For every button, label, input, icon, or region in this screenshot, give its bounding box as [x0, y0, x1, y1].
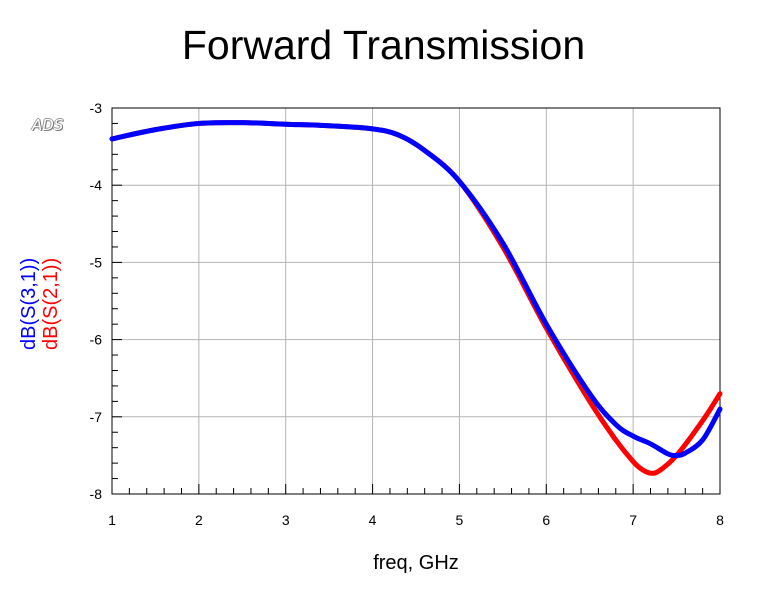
x-tick-label: 8	[716, 512, 724, 528]
x-tick-label: 5	[456, 512, 464, 528]
chart-title: Forward Transmission	[181, 22, 586, 68]
y-tick-label: -3	[90, 100, 103, 116]
x-tick-label: 7	[629, 512, 637, 528]
y-tick-label: -6	[90, 332, 103, 348]
y-tick-label: -7	[90, 409, 103, 425]
x-tick-label: 3	[282, 512, 290, 528]
y-tick-label: -8	[90, 486, 103, 502]
x-tick-label: 6	[542, 512, 550, 528]
plot-frame	[111, 107, 721, 495]
x-tick-label: 2	[195, 512, 203, 528]
series-line-s21	[109, 120, 723, 476]
x-tick-label: 4	[369, 512, 377, 528]
ads-logo: ADS	[32, 116, 64, 134]
series-line-s31	[109, 120, 723, 458]
y-tick-label: -5	[90, 254, 103, 270]
x-tick-label: 1	[108, 512, 116, 528]
x-axis-label: freq, GHz	[373, 552, 459, 574]
y-tick-label: -4	[90, 177, 103, 193]
